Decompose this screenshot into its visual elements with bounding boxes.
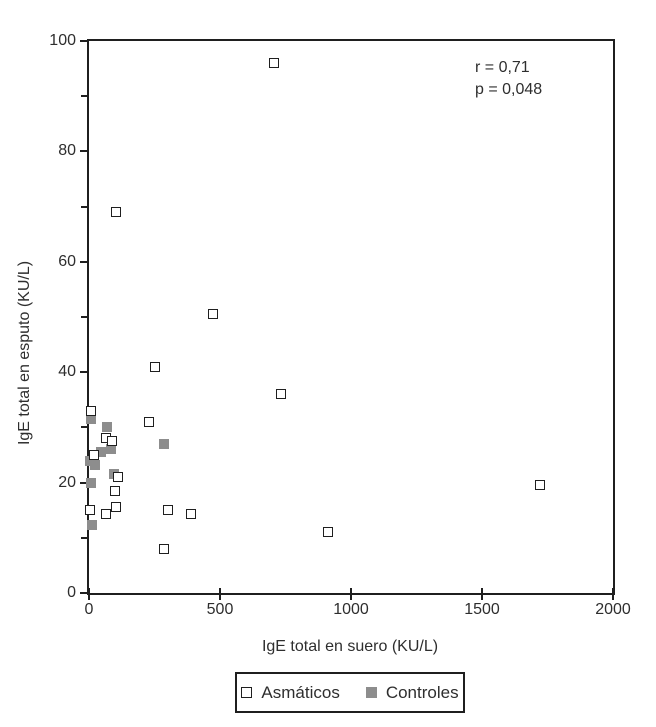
data-point-asmaticos [208, 309, 219, 320]
x-axis-tick [612, 588, 614, 600]
data-point-asmaticos [276, 389, 287, 400]
x-axis-tick-label: 500 [206, 601, 234, 618]
x-axis-tick [481, 588, 483, 600]
data-point-asmaticos [323, 527, 334, 538]
data-point-asmaticos [107, 436, 118, 447]
y-axis-title: IgE total en esputo (KU/L) [16, 260, 33, 446]
data-point-controles [106, 444, 117, 455]
data-point-asmaticos [86, 405, 97, 416]
x-axis-tick-label: 2000 [595, 601, 631, 618]
data-point-asmaticos [111, 501, 122, 512]
data-point-asmaticos [150, 361, 161, 372]
data-point-asmaticos [535, 480, 546, 491]
y-axis-tick-label: 20 [58, 473, 76, 491]
y-axis-tick-label: 60 [58, 252, 76, 270]
data-point-asmaticos [112, 472, 123, 483]
data-point-asmaticos [186, 509, 197, 520]
legend-label-controles: Controles [385, 682, 459, 702]
x-axis-tick-label: 0 [84, 601, 94, 618]
y-axis-minor-tick [81, 426, 87, 429]
data-point-controles [158, 438, 169, 449]
y-axis-tick-label: 0 [67, 584, 76, 601]
y-axis-tick [80, 592, 87, 594]
correlation-r-value: r = 0,71 [475, 59, 530, 76]
x-axis-tick [219, 588, 221, 600]
x-axis-tick [350, 588, 352, 600]
legend-item-asmaticos: Asmáticos [241, 682, 340, 703]
data-point-asmaticos [110, 485, 121, 496]
y-axis-tick-label: 80 [58, 142, 76, 160]
data-point-controles [95, 447, 106, 458]
y-axis-minor-tick [81, 205, 87, 208]
data-point-controles [86, 520, 97, 531]
p-value: p = 0,048 [475, 81, 543, 98]
data-point-asmaticos [88, 450, 99, 460]
y-axis-tick [80, 371, 87, 374]
data-point-asmaticos [158, 543, 169, 554]
x-axis-tick-label: 1000 [333, 601, 369, 618]
filled-square-marker-icon [365, 687, 377, 698]
open-square-marker-icon [241, 687, 253, 698]
legend: Asmáticos Controles [235, 672, 465, 713]
data-point-controles [86, 414, 97, 425]
y-axis-tick [80, 481, 87, 484]
legend-label-asmaticos: Asmáticos [261, 682, 340, 702]
y-axis-tick-label: 100 [49, 32, 76, 49]
data-point-asmaticos [110, 207, 121, 218]
plot-area: r = 0,71 p = 0,048 0 500 1000 1500 2000 0 20 40… [49, 33, 631, 618]
data-point-asmaticos [144, 416, 155, 427]
y-axis-minor-tick [81, 316, 87, 318]
y-axis-tick-label: 40 [58, 363, 76, 381]
data-point-controles [102, 422, 113, 433]
y-axis-tick [80, 150, 87, 153]
y-axis-tick [80, 260, 87, 263]
data-point-asmaticos [101, 508, 112, 519]
data-point-asmaticos [84, 505, 95, 516]
x-axis-tick-label: 1500 [464, 601, 500, 618]
x-axis-title: IgE total en suero (KU/L) [261, 638, 439, 655]
y-axis-tick [80, 40, 87, 42]
data-point-asmaticos [268, 58, 279, 69]
data-point-controles [85, 477, 96, 488]
legend-item-controles: Controles [365, 682, 459, 703]
x-axis-tick [88, 588, 90, 600]
stats-annotation: r = 0,71 p = 0,048 [475, 57, 542, 101]
y-axis-minor-tick [81, 536, 87, 539]
data-point-controles [89, 459, 100, 470]
y-axis-minor-tick [81, 95, 87, 98]
data-point-asmaticos [163, 505, 174, 516]
